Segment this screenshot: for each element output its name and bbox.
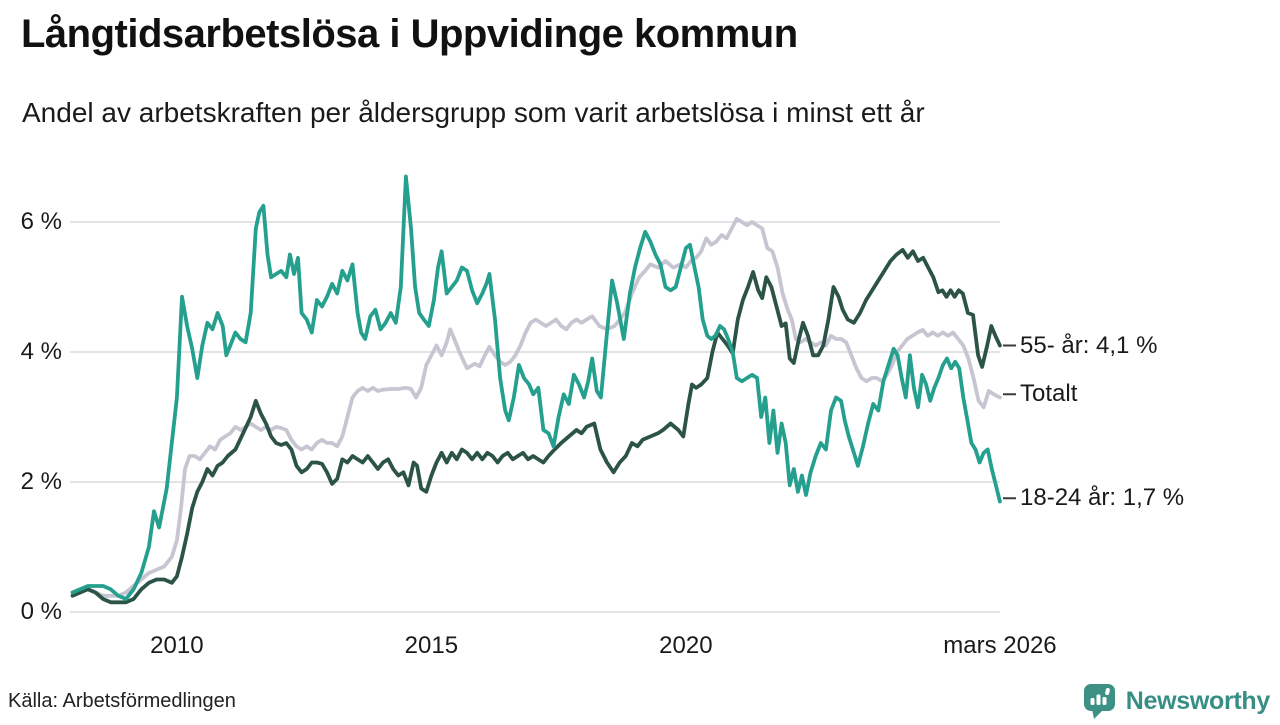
newsworthy-icon — [1081, 682, 1118, 720]
newsworthy-wordmark: Newsworthy — [1125, 686, 1271, 715]
x-axis-label-2020: 2020 — [659, 632, 713, 659]
page-subtitle: Andel av arbetskraften per åldersgrupp s… — [22, 97, 925, 128]
series-annotation-18-24-r: 18-24 år: 1,7 % — [1020, 484, 1185, 512]
newsworthy-logo: Newsworthy — [1081, 682, 1270, 720]
source-note: Källa: Arbetsförmedlingen — [8, 690, 236, 712]
y-axis-label-6: 6 % — [20, 208, 62, 235]
series-line-55-r — [70, 247, 1002, 605]
x-axis-label-mars-2026: mars 2026 — [943, 632, 1057, 659]
page-title: Långtidsarbetslösa i Uppvidinge kommun — [21, 12, 798, 56]
series-line-18-24-r — [70, 174, 1002, 601]
x-axis-label-2015: 2015 — [404, 632, 459, 659]
series-line-totalt — [70, 216, 1002, 598]
series-annotation-55-r: 55- år: 4,1 % — [1020, 331, 1158, 359]
y-axis-label-2: 2 % — [20, 468, 62, 495]
y-axis-label-4: 4 % — [20, 338, 62, 365]
x-axis-label-2010: 2010 — [150, 632, 204, 659]
series-annotation-totalt: Totalt — [1020, 380, 1078, 408]
y-axis-label-0: 0 % — [20, 598, 62, 625]
